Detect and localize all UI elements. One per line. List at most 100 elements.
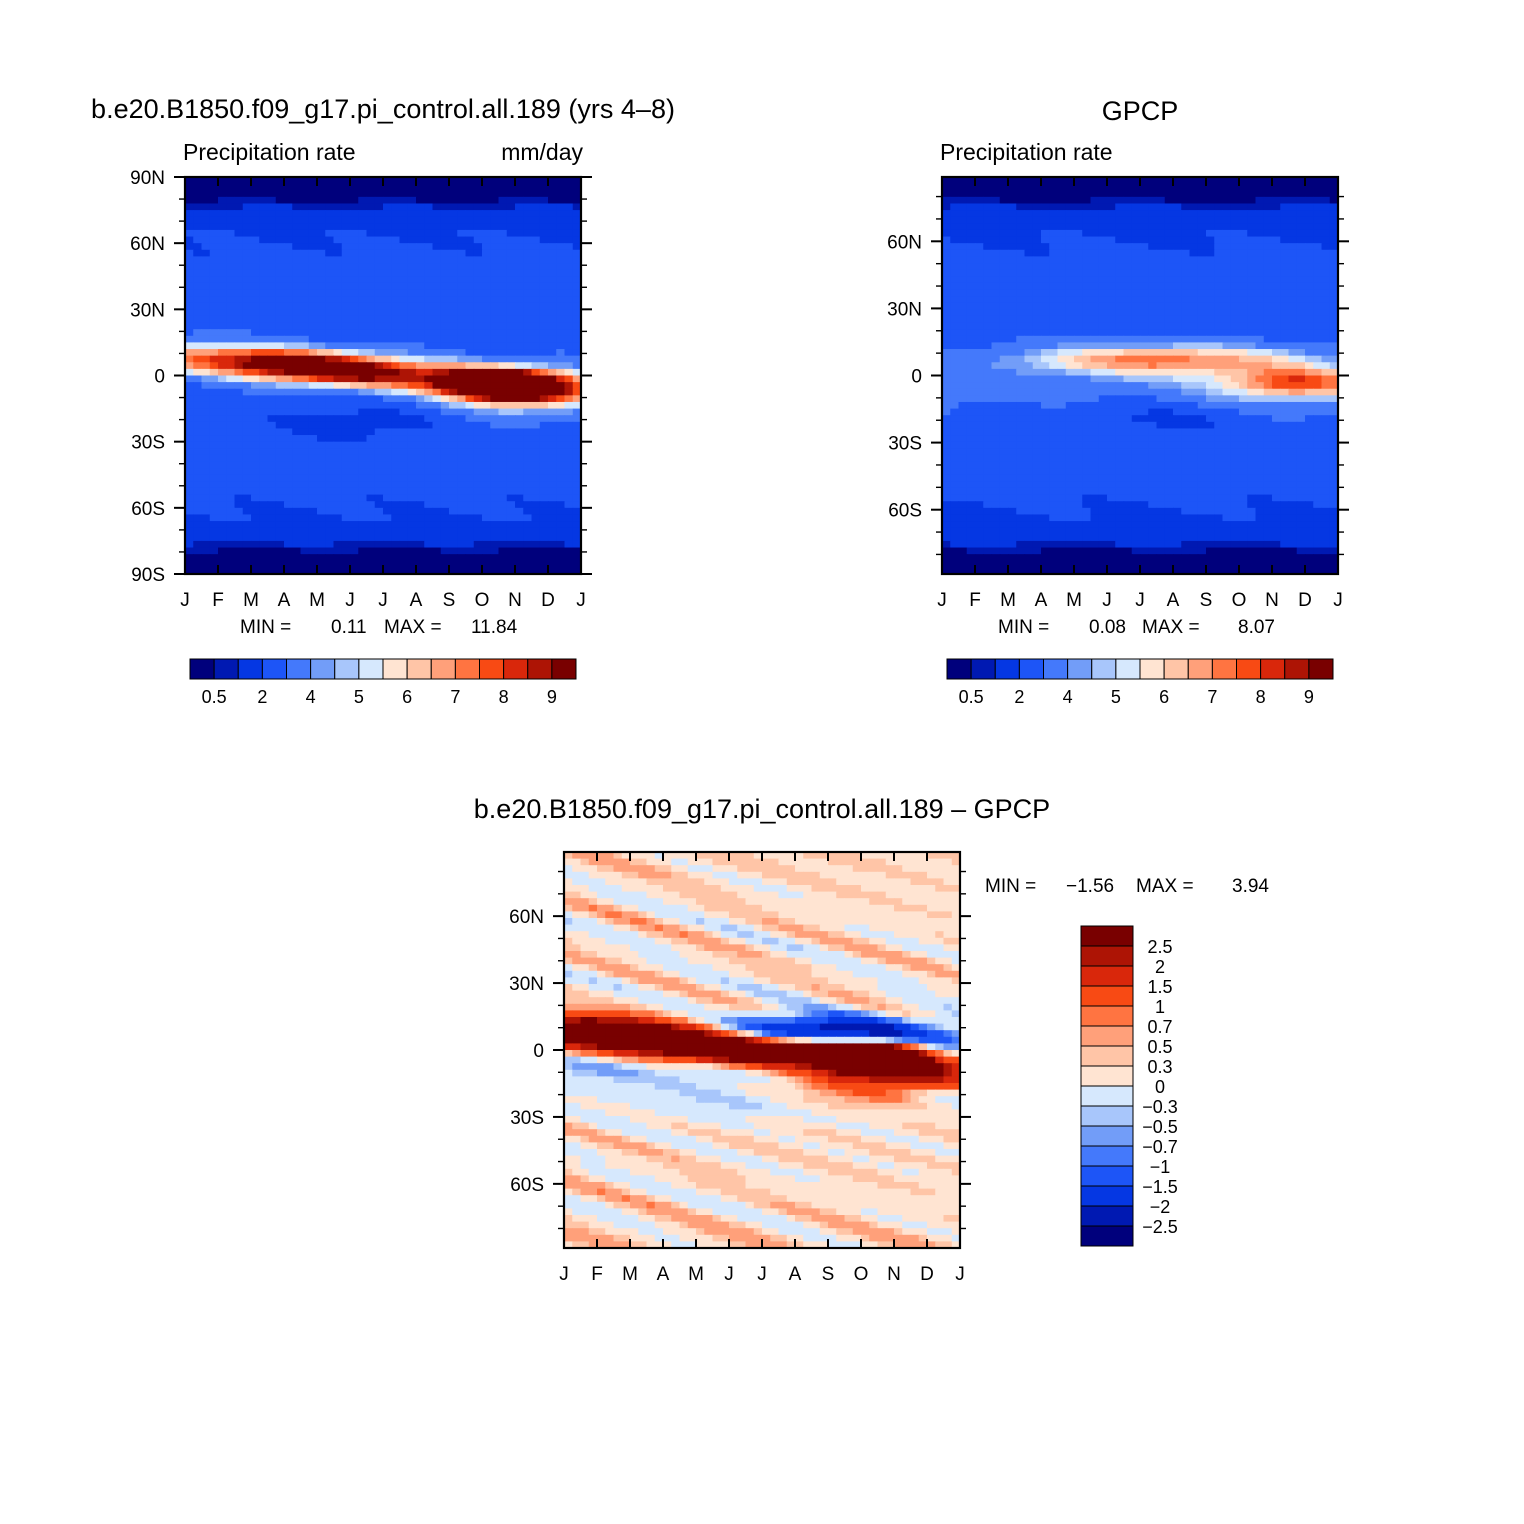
field-cell bbox=[341, 263, 351, 271]
field-cell bbox=[259, 534, 269, 542]
field-cell bbox=[1041, 269, 1050, 277]
field-cell bbox=[1090, 342, 1100, 350]
field-cell bbox=[1263, 276, 1273, 284]
colorbar-swatch bbox=[382, 658, 408, 680]
field-cell bbox=[1082, 335, 1092, 344]
field-cell bbox=[564, 249, 574, 257]
field-cell bbox=[498, 223, 508, 231]
field-cell bbox=[333, 481, 343, 489]
field-cell bbox=[267, 388, 277, 396]
field-cell bbox=[1016, 375, 1026, 383]
field-cell bbox=[416, 487, 425, 496]
field-cell bbox=[1272, 243, 1281, 251]
field-cell bbox=[358, 269, 368, 277]
field-cell bbox=[548, 494, 557, 502]
field-cell bbox=[333, 282, 343, 291]
field-cell bbox=[325, 448, 335, 456]
field-cell bbox=[1131, 435, 1141, 443]
field-cell bbox=[572, 415, 582, 423]
field-cell bbox=[1016, 190, 1026, 198]
field-cell bbox=[449, 527, 458, 535]
field-cell bbox=[1131, 309, 1141, 317]
field-cell bbox=[1230, 289, 1240, 297]
field-cell bbox=[465, 421, 475, 430]
field-cell bbox=[1057, 428, 1067, 436]
field-cell bbox=[1123, 329, 1133, 337]
field-cell bbox=[333, 368, 343, 377]
field-cell bbox=[1107, 276, 1116, 284]
field-cell bbox=[1272, 388, 1281, 396]
field-cell bbox=[523, 322, 533, 330]
field-cell bbox=[1296, 401, 1306, 410]
field-cell bbox=[1057, 421, 1067, 430]
field-cell bbox=[1123, 263, 1133, 271]
field-cell bbox=[1181, 428, 1191, 436]
field-cell bbox=[1098, 269, 1108, 277]
field-cell bbox=[201, 229, 211, 238]
field-cell bbox=[506, 329, 516, 337]
field-cell bbox=[531, 177, 541, 185]
field-cell bbox=[1107, 203, 1116, 211]
field-cell bbox=[1239, 388, 1248, 396]
field-cell bbox=[432, 329, 442, 337]
field-cell bbox=[539, 223, 549, 231]
field-cell bbox=[506, 223, 516, 231]
field-cell bbox=[416, 322, 425, 330]
field-cell bbox=[1107, 322, 1116, 330]
field-cell bbox=[1321, 243, 1331, 251]
field-cell bbox=[548, 223, 557, 231]
field-cell bbox=[201, 282, 211, 291]
field-cell bbox=[449, 243, 458, 251]
field-cell bbox=[490, 322, 500, 330]
field-cell bbox=[1239, 342, 1248, 350]
field-cell bbox=[226, 177, 236, 185]
field-cell bbox=[399, 481, 409, 489]
field-cell bbox=[482, 421, 491, 430]
field-cell bbox=[275, 302, 285, 310]
field-cell bbox=[490, 395, 500, 403]
field-cell bbox=[201, 388, 211, 396]
field-cell bbox=[1107, 256, 1116, 264]
field-cell bbox=[1057, 183, 1067, 191]
field-cell bbox=[209, 540, 219, 549]
field-cell bbox=[1263, 203, 1273, 211]
field-cell bbox=[1288, 322, 1298, 330]
field-cell bbox=[1313, 315, 1323, 324]
field-cell bbox=[1197, 388, 1207, 396]
field-cell bbox=[975, 395, 984, 403]
field-cell bbox=[218, 507, 227, 516]
field-cell bbox=[950, 210, 960, 218]
field-cell bbox=[391, 415, 401, 423]
field-cell bbox=[498, 177, 508, 185]
field-cell bbox=[449, 421, 458, 430]
field-cell bbox=[1016, 355, 1026, 363]
field-cell bbox=[259, 421, 269, 430]
field-cell bbox=[1123, 276, 1133, 284]
field-cell bbox=[572, 302, 582, 310]
field-cell bbox=[333, 210, 343, 218]
field-cell bbox=[457, 435, 467, 443]
field-cell bbox=[325, 560, 335, 568]
field-cell bbox=[358, 289, 368, 297]
field-cell bbox=[1065, 441, 1075, 449]
field-cell bbox=[325, 375, 335, 383]
field-cell bbox=[1008, 362, 1017, 370]
field-cell bbox=[1173, 322, 1182, 330]
field-cell bbox=[201, 236, 211, 244]
field-cell bbox=[1115, 315, 1125, 324]
field-cell bbox=[317, 229, 326, 238]
field-cell bbox=[1239, 401, 1248, 410]
field-cell bbox=[473, 269, 483, 277]
field-cell bbox=[267, 223, 277, 231]
field-cell bbox=[1090, 415, 1100, 423]
field-cell bbox=[950, 415, 960, 423]
field-cell bbox=[1041, 177, 1050, 185]
field-cell bbox=[942, 249, 951, 257]
field-cell bbox=[341, 494, 351, 502]
field-cell bbox=[983, 355, 993, 363]
field-cell bbox=[440, 401, 450, 410]
field-cell bbox=[325, 468, 335, 476]
field-cell bbox=[407, 441, 417, 449]
field-cell bbox=[374, 567, 384, 575]
field-cell bbox=[1032, 448, 1042, 456]
